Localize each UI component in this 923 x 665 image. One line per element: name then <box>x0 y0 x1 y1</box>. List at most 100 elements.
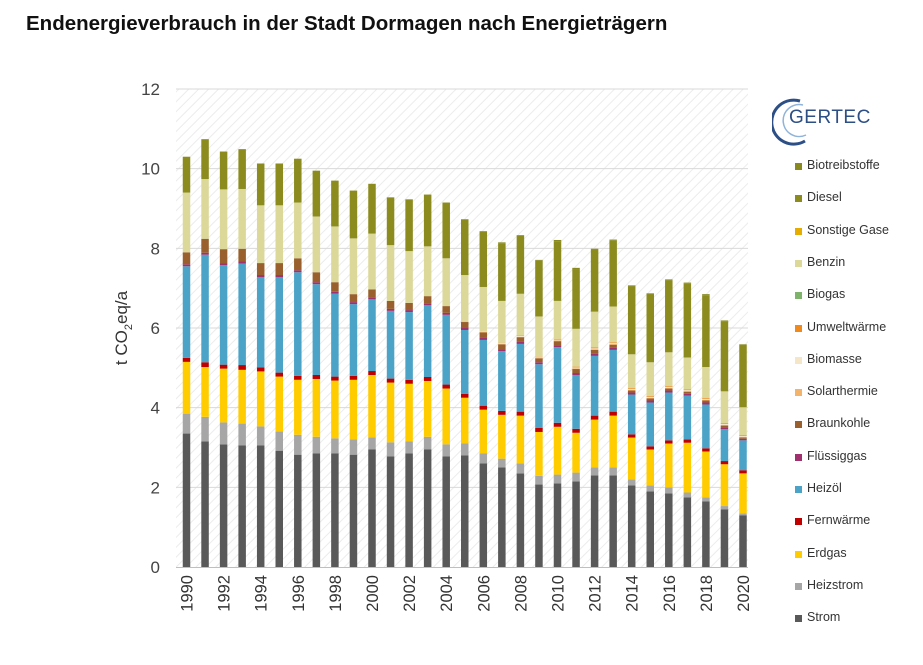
legend-label: Strom <box>807 610 841 625</box>
bar-segment <box>349 379 358 440</box>
bar-segment <box>368 233 376 290</box>
bar-segment <box>405 312 413 380</box>
bar-segment <box>442 258 450 307</box>
bar-segment <box>627 286 636 355</box>
bar-segment <box>498 242 506 244</box>
bar-segment <box>386 245 395 301</box>
bar-segment <box>665 352 673 387</box>
bar-segment <box>312 216 321 273</box>
bar-segment <box>386 308 395 311</box>
bar-segment <box>405 251 413 303</box>
legend-label: Sonstige Gase <box>807 222 889 237</box>
x-tick-label: 2008 <box>512 575 530 612</box>
bar-segment <box>294 272 302 376</box>
bar-segment <box>572 375 580 429</box>
x-tick-label: 2020 <box>735 575 753 612</box>
bar-segment <box>349 454 358 567</box>
bar-segment <box>646 397 654 399</box>
bar-segment <box>256 445 265 567</box>
bar-segment <box>349 238 358 295</box>
bar-segment <box>720 423 729 424</box>
bar-segment <box>331 438 339 454</box>
legend-swatch <box>795 356 802 364</box>
legend-swatch <box>795 195 802 203</box>
bar-segment <box>479 453 488 464</box>
bar-segment <box>312 272 321 283</box>
bar-segment <box>720 506 729 510</box>
bar-segment <box>219 151 228 190</box>
x-tick-labels: 1990 1992 1994 1996 1998 2000 2002 2004 2006 2008… <box>179 575 754 612</box>
bar-segment <box>182 357 191 362</box>
bar-segment <box>331 282 339 292</box>
x-tick-label: 1998 <box>327 575 345 612</box>
bar-segment <box>627 389 636 391</box>
bar-segment <box>219 444 228 567</box>
bar-segment <box>627 437 636 480</box>
bar-segment <box>405 441 413 454</box>
bar-segment <box>442 444 450 457</box>
bar-segment <box>535 260 543 317</box>
bar-segment <box>553 426 562 475</box>
legend-swatch <box>795 259 802 267</box>
legend-swatch <box>795 292 802 300</box>
bar-segment <box>386 310 395 379</box>
bar-segment <box>720 321 729 392</box>
legend-swatch <box>795 550 802 558</box>
bar-segment <box>275 450 283 567</box>
bar-segment <box>256 367 265 372</box>
bar-segment <box>368 375 376 438</box>
bar-segment <box>442 202 450 259</box>
bar-segment <box>219 189 228 250</box>
bar-segment <box>294 270 302 273</box>
bar-segment <box>720 425 729 428</box>
bar-segment <box>201 416 209 442</box>
bar-segment <box>702 294 710 296</box>
bar-segment <box>201 254 209 363</box>
bar-segment <box>739 513 747 516</box>
x-tick-label: 1994 <box>253 575 271 612</box>
bar-segment <box>275 263 283 276</box>
bar-segment <box>572 328 580 367</box>
bar-segment <box>553 241 562 301</box>
bar-segment <box>256 426 265 446</box>
bar-segment <box>535 358 543 363</box>
bar-segment <box>516 341 525 344</box>
bar-segment <box>535 431 543 476</box>
bar-segment <box>572 267 580 270</box>
bar-segment <box>219 368 228 423</box>
bar-segment <box>720 424 729 425</box>
bar-segment <box>275 275 283 278</box>
bar-segment <box>368 289 376 298</box>
bar-segment <box>683 395 692 440</box>
bar-segment <box>739 437 747 439</box>
bar-segment <box>238 445 246 567</box>
bar-segment <box>405 310 413 313</box>
bar-segment <box>739 515 747 567</box>
bar-segment <box>256 263 265 276</box>
y-tick-label: 10 <box>141 160 160 179</box>
bar-segment <box>294 202 302 259</box>
bar-segment <box>702 501 710 567</box>
bar-segment <box>238 365 246 370</box>
bar-segment <box>572 368 580 370</box>
bar-segment <box>665 387 673 389</box>
bar-segment <box>665 440 673 444</box>
bar-segment <box>646 362 654 397</box>
bar-segment <box>739 440 747 471</box>
y-tick-label: 8 <box>151 239 160 258</box>
bar-segment <box>609 415 617 468</box>
bar-segment <box>665 487 673 494</box>
y-tick-label: 2 <box>151 478 160 497</box>
bar-segment <box>590 349 599 350</box>
legend-label: Biomasse <box>807 351 862 366</box>
bar-segment <box>739 407 747 436</box>
bar-segment <box>739 345 747 408</box>
bar-segment <box>479 405 488 410</box>
bar-segment <box>590 311 599 348</box>
bar-segment <box>516 415 525 464</box>
bar-segment <box>683 357 692 390</box>
bar-segment <box>238 369 246 424</box>
bar-segment <box>238 248 246 262</box>
bar-segment <box>646 485 654 492</box>
bar-segment <box>423 305 432 377</box>
